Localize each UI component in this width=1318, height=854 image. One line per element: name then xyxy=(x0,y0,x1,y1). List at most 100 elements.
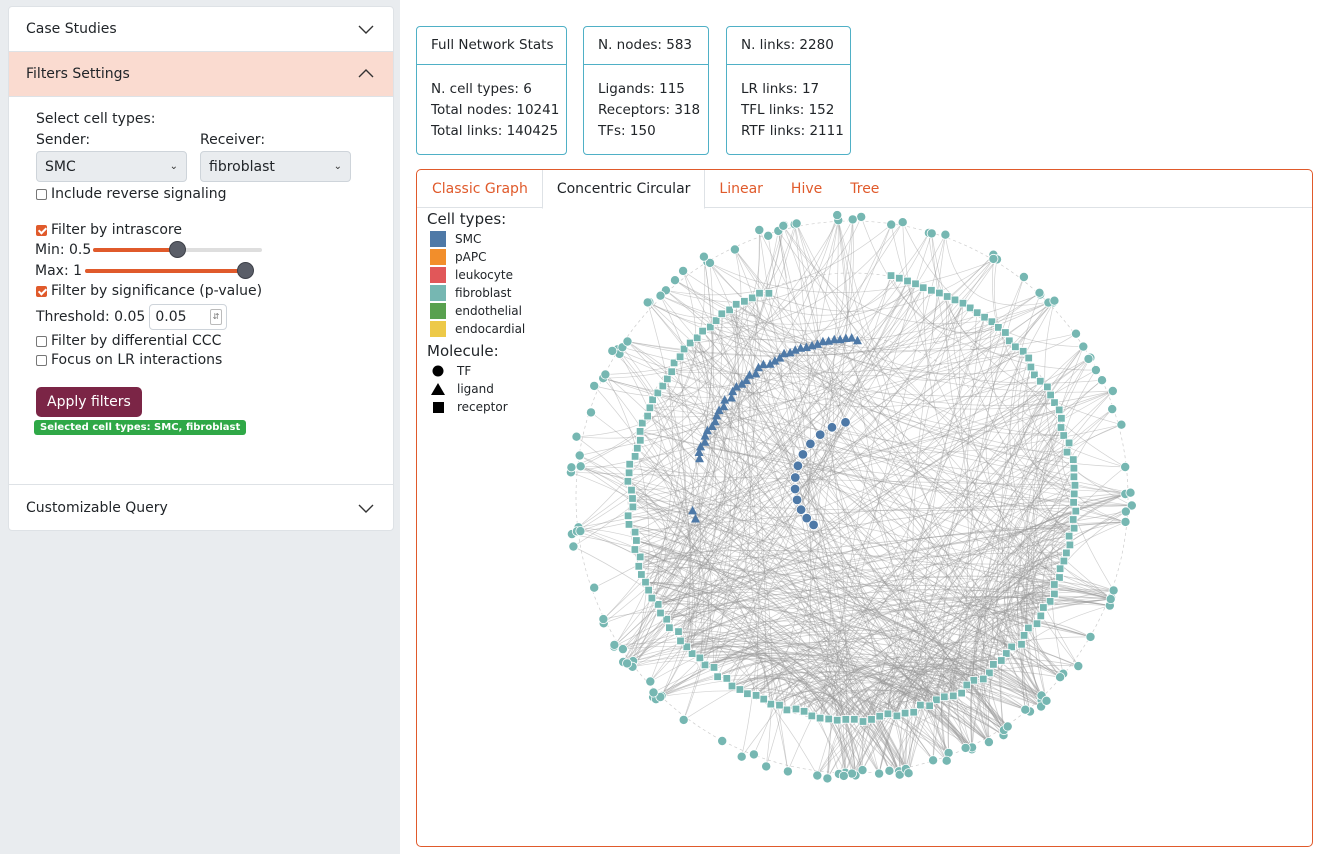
filter-differential-checkbox[interactable] xyxy=(36,335,47,347)
network-edge xyxy=(640,402,1055,558)
tab-linear[interactable]: Linear xyxy=(719,181,763,197)
network-edge xyxy=(921,682,973,750)
ligand-node xyxy=(818,336,828,346)
case-studies-header[interactable]: Case Studies xyxy=(9,7,393,52)
include-reverse-checkbox[interactable] xyxy=(36,188,47,200)
network-edge xyxy=(828,234,946,720)
network-edge xyxy=(699,654,846,773)
network-edge xyxy=(647,415,937,701)
network-edge xyxy=(932,577,1060,761)
network-edge xyxy=(836,669,906,721)
filter-intrascore-checkbox[interactable] xyxy=(36,224,47,236)
sender-select[interactable]: SMC ⌄ xyxy=(36,151,187,182)
legend-label: pAPC xyxy=(455,250,487,264)
tf-node xyxy=(1034,287,1045,298)
max-slider[interactable] xyxy=(85,262,255,279)
network-edge xyxy=(603,280,908,624)
network-edge xyxy=(1014,409,1075,495)
network-edge xyxy=(934,706,966,761)
stat-receptors: Receptors: 318 xyxy=(598,102,701,118)
receiver-select[interactable]: fibroblast ⌄ xyxy=(200,151,351,182)
receptor-node xyxy=(637,570,646,579)
tab-concentric-circular[interactable]: Concentric Circular xyxy=(541,170,706,209)
receptor-node xyxy=(962,680,971,690)
network-edge xyxy=(855,656,1002,776)
tab-hive[interactable]: Hive xyxy=(790,181,823,197)
receptor-node xyxy=(1019,631,1029,640)
network-edge xyxy=(741,379,1103,757)
filters-settings-header[interactable]: Filters Settings xyxy=(9,52,393,97)
max-label: Max: 1 xyxy=(35,263,83,279)
network-edge xyxy=(947,299,1049,334)
tf-node xyxy=(575,526,586,537)
receptor-node xyxy=(623,511,633,520)
network-edge xyxy=(1007,527,1075,701)
receptor-node xyxy=(1065,540,1075,550)
network-edge xyxy=(786,690,1005,731)
network-edge xyxy=(992,544,1071,661)
tf-node xyxy=(1120,516,1131,527)
focus-lr-checkbox[interactable] xyxy=(36,354,47,366)
network-edge xyxy=(1017,427,1062,712)
receptor-node xyxy=(644,585,653,595)
network-edge xyxy=(704,441,1065,562)
receptor-node xyxy=(632,536,641,545)
network-edge xyxy=(827,736,846,779)
network-edge xyxy=(632,224,892,668)
tf-node xyxy=(622,336,633,347)
network-edge xyxy=(665,224,892,296)
network-edge xyxy=(1020,594,1061,678)
network-edge xyxy=(795,698,901,775)
receptor-node xyxy=(1056,423,1066,432)
network-edge xyxy=(707,430,1074,503)
network-edge xyxy=(626,358,1089,664)
receptor-node xyxy=(676,636,685,646)
network-edge xyxy=(996,560,1064,629)
network-edge xyxy=(731,671,1026,711)
min-slider-thumb[interactable] xyxy=(169,241,187,258)
network-edge xyxy=(680,589,1110,642)
network-edge xyxy=(887,676,966,749)
receptor-node xyxy=(1050,589,1059,599)
tf-node xyxy=(940,229,951,240)
threshold-input[interactable]: 0.05 ⇵ xyxy=(149,304,228,330)
customizable-query-header[interactable]: Customizable Query xyxy=(9,485,393,530)
network-edge xyxy=(622,369,1097,650)
tf-node xyxy=(1116,419,1127,430)
tf-node xyxy=(1090,365,1101,376)
network-edge xyxy=(622,565,680,650)
tab-classic-graph[interactable]: Classic Graph xyxy=(432,181,528,197)
network-edge xyxy=(650,410,727,682)
network-edge xyxy=(993,259,1126,468)
network-edge xyxy=(786,691,856,776)
receptor-node xyxy=(1069,523,1079,533)
network-edge xyxy=(623,646,847,720)
apply-filters-button[interactable]: Apply filters xyxy=(36,387,142,417)
network-edge xyxy=(1009,294,1055,585)
network-edge xyxy=(638,234,946,567)
ligand-node xyxy=(779,348,789,358)
network-edge xyxy=(969,634,1025,743)
receptor-node xyxy=(973,308,982,317)
network-edge xyxy=(637,222,904,449)
receptor-node xyxy=(656,608,665,618)
network-graph[interactable] xyxy=(417,170,1313,847)
receptor-node xyxy=(1050,580,1059,589)
tf-node xyxy=(585,407,596,418)
network-edge xyxy=(721,313,1068,453)
max-slider-thumb[interactable] xyxy=(237,262,255,279)
spinner-icon[interactable]: ⇵ xyxy=(209,309,223,325)
network-edge xyxy=(751,297,796,490)
network-edge xyxy=(649,407,1074,478)
network-edge xyxy=(640,431,1126,523)
network-edge xyxy=(1001,346,1084,645)
receptor-node xyxy=(692,333,702,342)
min-slider[interactable] xyxy=(93,241,263,258)
network-edge xyxy=(1030,485,1076,602)
network-edge xyxy=(1013,519,1074,585)
filter-significance-checkbox[interactable] xyxy=(36,285,47,297)
tab-tree[interactable]: Tree xyxy=(850,181,880,197)
tf-node xyxy=(1125,487,1136,498)
network-edge xyxy=(699,452,1112,599)
network-edge xyxy=(635,504,1132,533)
